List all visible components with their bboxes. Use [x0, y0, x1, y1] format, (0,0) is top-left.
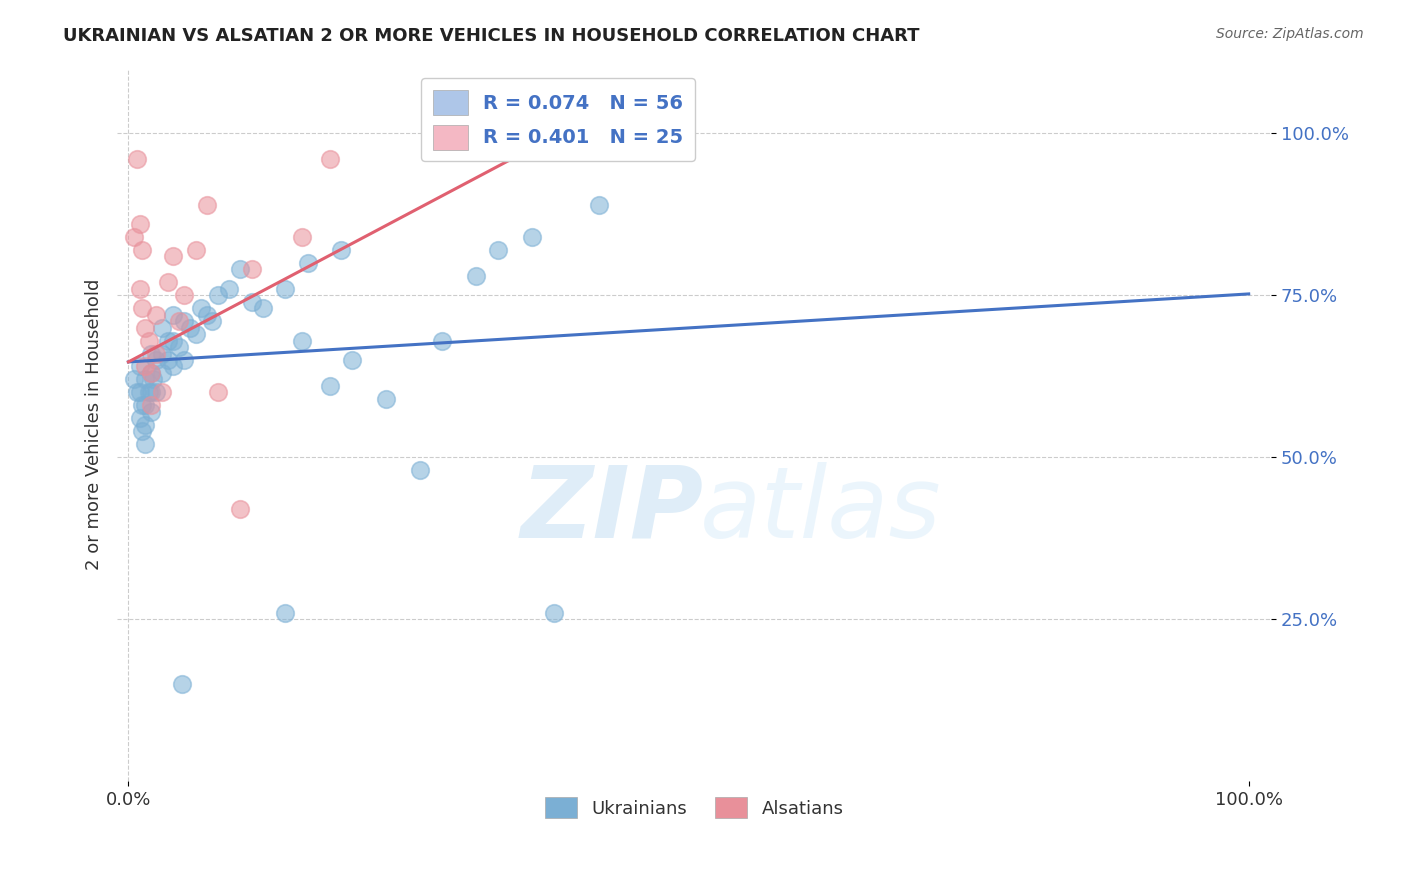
Text: UKRAINIAN VS ALSATIAN 2 OR MORE VEHICLES IN HOUSEHOLD CORRELATION CHART: UKRAINIAN VS ALSATIAN 2 OR MORE VEHICLES…: [63, 27, 920, 45]
Point: [319, 152, 342, 166]
Point: [201, 314, 224, 328]
Point: [173, 314, 195, 328]
Point: [218, 282, 240, 296]
Point: [543, 606, 565, 620]
Point: [131, 301, 153, 315]
Point: [134, 320, 156, 334]
Point: [319, 379, 342, 393]
Point: [297, 256, 319, 270]
Point: [330, 243, 353, 257]
Point: [139, 405, 162, 419]
Text: ZIP: ZIP: [522, 462, 704, 558]
Point: [229, 502, 252, 516]
Point: [122, 372, 145, 386]
Point: [173, 353, 195, 368]
Point: [142, 372, 165, 386]
Point: [128, 411, 150, 425]
Point: [486, 243, 509, 257]
Point: [134, 359, 156, 374]
Point: [274, 606, 297, 620]
Point: [145, 385, 167, 400]
Point: [138, 385, 160, 400]
Point: [131, 398, 153, 412]
Point: [150, 366, 173, 380]
Point: [139, 385, 162, 400]
Point: [122, 230, 145, 244]
Point: [127, 385, 149, 400]
Point: [162, 249, 184, 263]
Point: [145, 353, 167, 368]
Point: [172, 677, 194, 691]
Point: [162, 334, 184, 348]
Point: [145, 308, 167, 322]
Text: atlas: atlas: [700, 462, 942, 558]
Point: [464, 268, 486, 283]
Point: [150, 385, 173, 400]
Point: [131, 424, 153, 438]
Point: [179, 320, 201, 334]
Point: [139, 398, 162, 412]
Point: [240, 262, 263, 277]
Point: [375, 392, 398, 406]
Point: [156, 334, 179, 348]
Point: [173, 288, 195, 302]
Point: [145, 346, 167, 360]
Point: [156, 275, 179, 289]
Point: [195, 308, 218, 322]
Point: [138, 334, 160, 348]
Point: [139, 366, 162, 380]
Point: [156, 353, 179, 368]
Point: [150, 346, 173, 360]
Point: [134, 417, 156, 432]
Point: [134, 398, 156, 412]
Point: [167, 314, 190, 328]
Point: [207, 385, 229, 400]
Point: [195, 197, 218, 211]
Point: [184, 243, 207, 257]
Point: [134, 372, 156, 386]
Point: [128, 385, 150, 400]
Point: [588, 197, 610, 211]
Point: [139, 346, 162, 360]
Point: [162, 308, 184, 322]
Point: [184, 327, 207, 342]
Point: [128, 217, 150, 231]
Point: [240, 294, 263, 309]
Point: [430, 334, 453, 348]
Point: [207, 288, 229, 302]
Point: [291, 334, 314, 348]
Point: [229, 262, 252, 277]
Point: [139, 366, 162, 380]
Point: [162, 359, 184, 374]
Point: [520, 230, 543, 244]
Point: [128, 282, 150, 296]
Point: [128, 359, 150, 374]
Point: [252, 301, 274, 315]
Point: [150, 320, 173, 334]
Point: [274, 282, 297, 296]
Text: Source: ZipAtlas.com: Source: ZipAtlas.com: [1216, 27, 1364, 41]
Point: [131, 243, 153, 257]
Point: [342, 353, 364, 368]
Point: [134, 437, 156, 451]
Point: [167, 340, 190, 354]
Y-axis label: 2 or more Vehicles in Household: 2 or more Vehicles in Household: [86, 279, 103, 571]
Point: [190, 301, 212, 315]
Point: [408, 463, 430, 477]
Legend: Ukrainians, Alsatians: Ukrainians, Alsatians: [537, 790, 851, 825]
Point: [291, 230, 314, 244]
Point: [127, 152, 149, 166]
